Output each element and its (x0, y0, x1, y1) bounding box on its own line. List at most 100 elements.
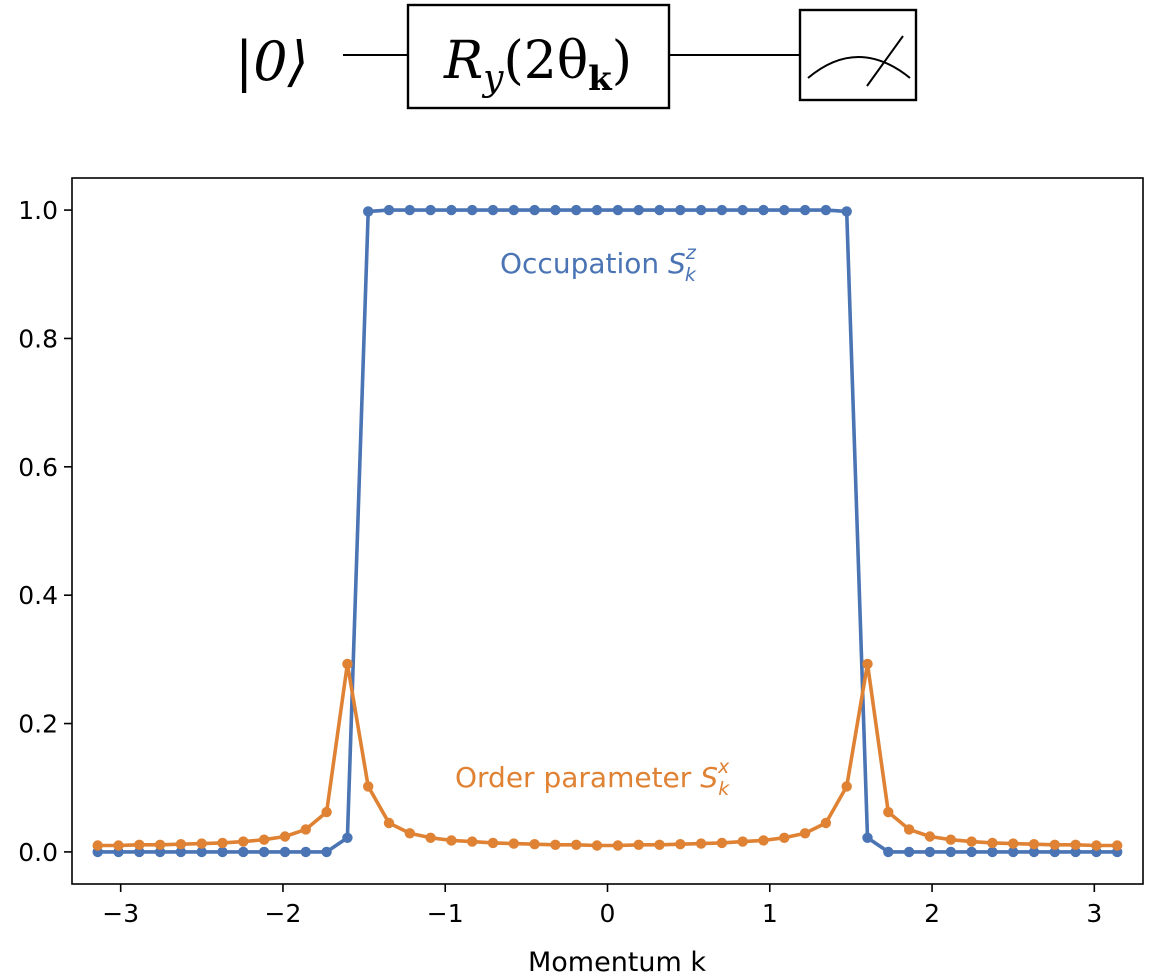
data-point (758, 204, 769, 216)
data-point (425, 204, 436, 216)
axis-ticks: −3 −2 −1 0 1 2 3 0.0 0.2 0.4 0.6 0.8 1.0 (18, 196, 1102, 928)
data-point (1049, 839, 1061, 850)
data-point (175, 839, 187, 850)
annotation-order-sup: x (717, 756, 730, 778)
series-line (97, 208, 1118, 854)
data-point (779, 832, 790, 843)
data-point (695, 204, 707, 216)
gate-symbol: R (443, 31, 483, 91)
data-point (883, 846, 894, 858)
data-point (966, 846, 977, 858)
data-point (571, 839, 582, 850)
data-point (258, 846, 270, 858)
data-point (654, 204, 665, 216)
x-tick-label: 1 (762, 899, 778, 928)
quantum-circuit: |0⟩ Ry(2θk) (235, 3, 918, 110)
data-point (113, 840, 124, 851)
data-point (383, 817, 395, 829)
data-point (1112, 840, 1123, 851)
data-point (529, 204, 540, 216)
axes-frame (71, 177, 1144, 885)
x-tick-label: −2 (265, 899, 302, 928)
data-point (342, 658, 353, 670)
series-order-parameter (92, 658, 1123, 851)
data-point (1091, 840, 1102, 851)
data-point (300, 824, 311, 835)
data-point (363, 781, 374, 792)
annotation-order-parameter: Order parameter Sx k (455, 756, 730, 800)
data-point (924, 831, 936, 842)
data-point (924, 846, 936, 858)
series-occupation (92, 204, 1123, 858)
y-tick-label: 0.4 (18, 581, 58, 610)
data-point (487, 204, 499, 216)
data-point (1028, 839, 1040, 850)
data-point (966, 836, 977, 847)
data-point (737, 836, 748, 847)
data-point (550, 204, 561, 216)
data-point (446, 204, 457, 216)
annotation-order-symbol: S (700, 761, 718, 794)
data-point (134, 839, 145, 850)
data-point (258, 834, 270, 845)
x-tick-label: 2 (924, 899, 940, 928)
x-axis-label: Momentum k (528, 947, 706, 976)
x-tick-label: 0 (600, 899, 616, 928)
data-point (529, 839, 540, 850)
rotation-gate-box (406, 3, 671, 110)
gate-argument: (2θ (503, 31, 588, 91)
data-point (862, 658, 873, 670)
data-point (633, 204, 644, 216)
data-point (508, 204, 519, 216)
data-point (238, 846, 249, 858)
data-point (1008, 846, 1019, 858)
series-line (97, 662, 1118, 848)
data-point (716, 837, 728, 849)
data-point (799, 828, 811, 839)
data-point (196, 846, 207, 858)
plot-area: −3 −2 −1 0 1 2 3 0.0 0.2 0.4 0.6 0.8 1.0 Occupation … (18, 177, 1144, 976)
data-point (654, 839, 665, 850)
x-tick-label: −1 (427, 899, 464, 928)
data-point (571, 204, 582, 216)
data-point (342, 832, 353, 843)
data-point (487, 837, 499, 849)
data-point (633, 839, 644, 850)
data-point (987, 846, 998, 858)
data-point (279, 846, 291, 858)
data-point (404, 828, 415, 839)
annotation-occupation-symbol: S (668, 247, 686, 280)
x-tick-label: 3 (1086, 899, 1102, 928)
data-point (467, 204, 478, 216)
data-point (945, 834, 956, 845)
y-tick-label: 0.2 (18, 710, 58, 739)
y-tick-label: 0.8 (18, 324, 58, 353)
data-point (321, 806, 332, 818)
data-point (758, 835, 769, 846)
annotation-occupation: Occupation Sz k (500, 242, 697, 286)
annotation-occupation-text: Occupation (500, 247, 668, 280)
data-point (612, 840, 624, 851)
annotation-occupation-sub: k (685, 264, 697, 286)
data-point (779, 204, 790, 216)
data-point (841, 206, 852, 217)
data-point (903, 846, 915, 858)
data-point (238, 836, 249, 847)
data-point (92, 840, 103, 851)
data-point (903, 824, 915, 835)
data-point (820, 817, 832, 829)
data-point (279, 831, 291, 842)
data-point (1070, 839, 1081, 850)
data-point (363, 206, 374, 217)
measurement-meter-icon (798, 8, 918, 102)
data-point (820, 204, 832, 216)
data-point (799, 204, 811, 216)
annotation-order-sub: k (718, 778, 730, 800)
data-point (196, 838, 207, 849)
x-tick-label: −3 (102, 899, 139, 928)
annotation-order-text: Order parameter (455, 761, 700, 794)
ket-zero-label: |0⟩ (235, 30, 309, 93)
data-point (550, 839, 561, 850)
data-point (675, 839, 686, 850)
